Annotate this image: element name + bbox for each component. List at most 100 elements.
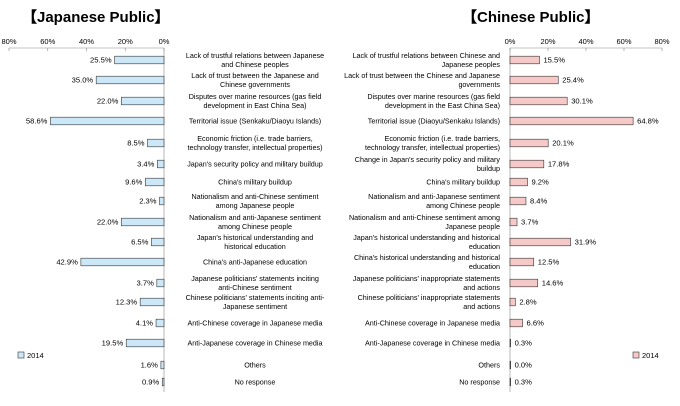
category-label-line: among Japanese people bbox=[216, 201, 295, 210]
category-label: Change in Japan's security policy and mi… bbox=[355, 155, 501, 173]
japanese-panel-title: 【Japanese Public】 bbox=[22, 8, 170, 26]
category-label-line: Anti-Chinese coverage in Japanese media bbox=[187, 319, 322, 328]
category-label: Lack of trustful relations between Chine… bbox=[353, 51, 501, 69]
category-label: Anti-Chinese coverage in Japanese media bbox=[365, 319, 500, 328]
bar bbox=[509, 278, 539, 288]
category-label: Chinese politicians' statements inciting… bbox=[186, 293, 325, 311]
category-label-line: Japanese politicians' inappropriate stat… bbox=[353, 274, 501, 283]
data-label: 0.9% bbox=[142, 378, 160, 387]
category-label-line: Nationalism and anti-Chinese sentiment bbox=[191, 192, 318, 201]
data-label: 6.5% bbox=[131, 238, 149, 247]
data-label: 15.5% bbox=[543, 56, 565, 65]
category-label: China's historical understanding and his… bbox=[354, 253, 500, 271]
bar bbox=[155, 318, 165, 328]
legend-label: 2014 bbox=[27, 351, 44, 360]
category-label-line: Japanese politicians' statements incitin… bbox=[191, 274, 319, 283]
category-label-line: Change in Japan's security policy and mi… bbox=[355, 155, 501, 164]
category-label: Others bbox=[244, 361, 266, 370]
category-label-line: Disputes over marine resources (gas fiel… bbox=[189, 92, 322, 101]
category-label: No response bbox=[459, 378, 500, 387]
data-label: 6.6% bbox=[527, 319, 545, 328]
bar bbox=[509, 96, 568, 106]
bar bbox=[509, 138, 549, 148]
bar bbox=[509, 338, 511, 348]
data-label: 2.8% bbox=[519, 298, 537, 307]
category-label-line: Lack of trust between the Japanese and bbox=[191, 71, 318, 80]
bar bbox=[121, 96, 165, 106]
x-tick-label: 0% bbox=[159, 37, 170, 46]
x-tick-label: 0% bbox=[505, 37, 516, 46]
data-label: 64.8% bbox=[637, 117, 659, 126]
category-label-line: Others bbox=[478, 361, 500, 370]
bar bbox=[50, 116, 165, 126]
x-tick-label: 80% bbox=[1, 37, 16, 46]
data-label: 8.4% bbox=[530, 197, 548, 206]
legend-swatch bbox=[632, 351, 640, 359]
category-label: Disputes over marine resources (gas fiel… bbox=[189, 92, 322, 110]
x-tick-label: 60% bbox=[40, 37, 55, 46]
category-label-line: Chinese politicians' inappropriate state… bbox=[358, 293, 501, 302]
data-label: 31.9% bbox=[575, 238, 597, 247]
category-label-line: No response bbox=[459, 378, 500, 387]
category-label-line: Nationalism and anti-Chinese sentiment a… bbox=[349, 213, 500, 222]
data-label: 22.0% bbox=[97, 97, 119, 106]
category-label: Lack of trustful relations between Japan… bbox=[186, 51, 324, 69]
category-label: China's anti-Japanese education bbox=[203, 258, 307, 267]
legend-swatch bbox=[17, 351, 25, 359]
bar bbox=[156, 278, 165, 288]
data-label: 19.5% bbox=[102, 339, 124, 348]
data-label: 17.8% bbox=[548, 160, 570, 169]
bar bbox=[509, 159, 545, 169]
category-label: Chinese politicians' inappropriate state… bbox=[358, 293, 501, 311]
data-label: 0.3% bbox=[515, 339, 533, 348]
japanese-panel: 80% 60% 40% 20% 0% 25.5% Lack of trustful rela… bbox=[1, 37, 325, 392]
bar bbox=[125, 338, 165, 348]
category-label-line: Economic friction (i.e. trade barriers, bbox=[197, 134, 312, 143]
chinese-panel-title: 【Chinese Public】 bbox=[462, 8, 600, 26]
bar bbox=[157, 159, 165, 169]
x-tick-label: 20% bbox=[118, 37, 133, 46]
category-label: Anti-Japanese coverage in Chinese media bbox=[365, 339, 500, 348]
bar bbox=[509, 360, 511, 370]
category-label-line: development in East China Sea) bbox=[203, 101, 306, 110]
x-tick-label: 40% bbox=[578, 37, 593, 46]
category-label-line: buildup bbox=[477, 164, 500, 173]
category-label: Economic friction (i.e. trade barriers, t… bbox=[365, 134, 500, 152]
data-label: 3.7% bbox=[137, 279, 155, 288]
category-label-line: education bbox=[469, 262, 500, 271]
data-label: 0.3% bbox=[515, 378, 533, 387]
bar bbox=[147, 138, 165, 148]
legend: 2014 bbox=[632, 351, 659, 360]
data-label: 3.4% bbox=[137, 160, 155, 169]
category-label-line: and actions bbox=[463, 283, 500, 292]
category-label-line: historical education bbox=[224, 242, 286, 251]
category-label: Japanese politicians' inappropriate stat… bbox=[353, 274, 501, 292]
x-tick-label: 40% bbox=[79, 37, 94, 46]
category-label-line: Chinese governments bbox=[220, 80, 290, 89]
category-label-line: Japan's security policy and military bui… bbox=[187, 160, 323, 169]
x-tick-label: 80% bbox=[654, 37, 669, 46]
bar bbox=[160, 360, 165, 370]
category-label: Nationalism and anti-Chinese sentiment a… bbox=[349, 213, 500, 231]
category-label: Anti-Japanese coverage in Chinese media bbox=[187, 339, 322, 348]
x-tick-label: 60% bbox=[616, 37, 631, 46]
category-label: Territorial issue (Senkaku/Diaoyu Island… bbox=[189, 117, 321, 126]
category-label-line: Anti-Japanese coverage in Chinese media bbox=[187, 339, 322, 348]
bar bbox=[509, 177, 528, 187]
category-label: No response bbox=[235, 378, 276, 387]
bar bbox=[95, 75, 165, 85]
data-label: 20.1% bbox=[552, 139, 574, 148]
category-label-line: Chinese politicians' statements inciting… bbox=[186, 293, 325, 302]
category-label: Nationalism and anti-Japanese sentiment a… bbox=[189, 213, 321, 231]
category-label-line: and actions bbox=[463, 302, 500, 311]
category-label: Territorial issue (Diaoyu/Senkaku Island… bbox=[368, 117, 500, 126]
category-label: Japan's historical understanding and his… bbox=[353, 233, 500, 251]
category-label: Lack of trust between the Japanese and Ch… bbox=[191, 71, 318, 89]
bar bbox=[509, 55, 540, 65]
bar bbox=[151, 237, 165, 247]
data-label: 14.6% bbox=[542, 279, 564, 288]
category-label-line: Nationalism and anti-Japanese sentiment bbox=[189, 213, 321, 222]
data-label: 25.5% bbox=[90, 56, 112, 65]
data-label: 12.3% bbox=[116, 298, 138, 307]
